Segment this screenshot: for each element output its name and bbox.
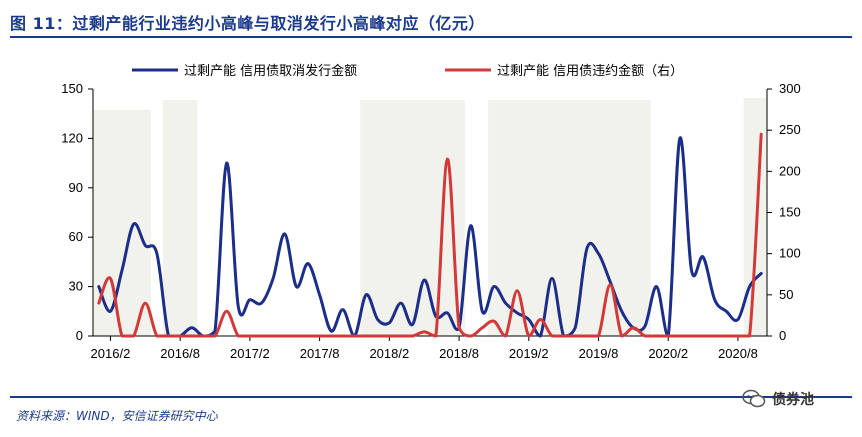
legend-label-cancelled: 过剩产能 信用债取消发行金额: [184, 63, 357, 79]
legend-label-default: 过剩产能 信用债违约金额（右）: [497, 63, 683, 79]
watermark-text: 债券池: [772, 392, 814, 408]
right-tick-label: 150: [779, 205, 801, 220]
figure-title: 图 11：过剩产能行业违约小高峰与取消发行小高峰对应（亿元）: [10, 14, 485, 33]
x-tick-label: 2019/8: [579, 346, 619, 361]
x-tick-label: 2017/8: [300, 346, 340, 361]
shaded-band: [93, 110, 152, 336]
right-tick-label: 300: [779, 81, 801, 96]
series-line-default: [97, 132, 763, 338]
shaded-band: [162, 100, 198, 336]
x-tick-label: 2018/8: [439, 346, 479, 361]
left-tick-label: 60: [69, 229, 83, 244]
x-tick-label: 2016/2: [91, 346, 131, 361]
x-tick-label: 2020/2: [648, 346, 688, 361]
shaded-band: [627, 100, 651, 336]
x-tick-label: 2018/2: [369, 346, 409, 361]
left-tick-label: 90: [69, 180, 83, 195]
wechat-icon: [742, 389, 766, 408]
x-tick-label: 2017/2: [230, 346, 270, 361]
left-tick-label: 120: [61, 130, 83, 145]
right-tick-label: 50: [779, 287, 793, 302]
left-tick-label: 0: [76, 328, 83, 343]
right-tick-label: 250: [779, 122, 801, 137]
right-tick-label: 0: [779, 328, 786, 343]
right-tick-label: 100: [779, 246, 801, 261]
x-tick-label: 2019/2: [509, 346, 549, 361]
source-note: 资料来源：WIND，安信证券研究中心: [16, 409, 218, 423]
title-rule: [10, 36, 852, 38]
shaded-band: [360, 100, 465, 336]
right-tick-label: 200: [779, 163, 801, 178]
watermark: 债券池: [742, 384, 814, 414]
shaded-band: [743, 98, 767, 336]
x-tick-label: 2016/8: [160, 346, 200, 361]
series-line-cancelled-issuance: [97, 136, 763, 338]
left-tick-label: 30: [69, 279, 83, 294]
source-rule: [10, 396, 852, 398]
x-tick-label: 2020/8: [718, 346, 758, 361]
left-tick-label: 150: [61, 81, 83, 96]
